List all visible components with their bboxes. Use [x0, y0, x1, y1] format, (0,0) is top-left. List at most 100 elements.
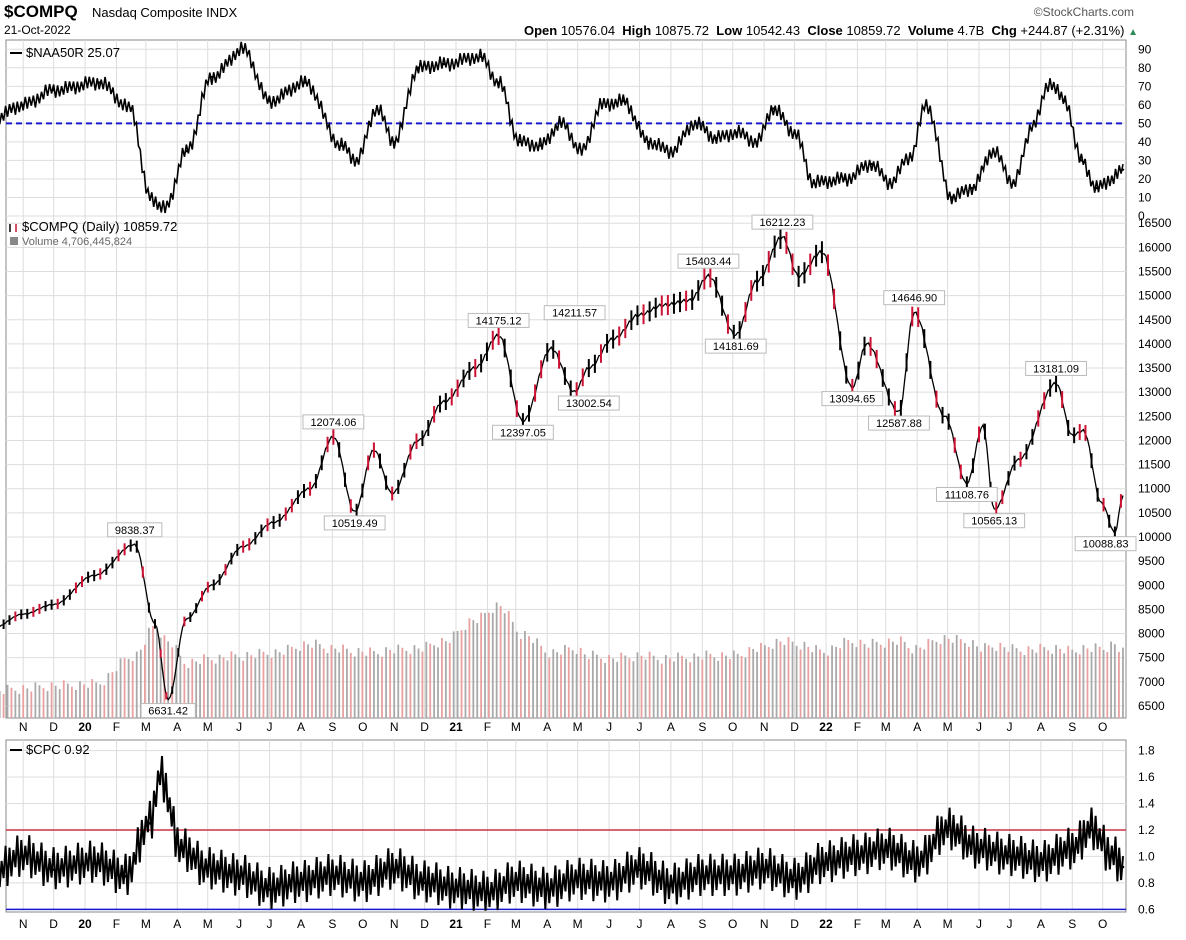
annotation-label: 11108.76: [945, 489, 989, 501]
volume-bar: [230, 651, 233, 718]
volume-bar: [815, 645, 817, 718]
volume-bar: [1051, 653, 1054, 718]
naa50r-data-point: [970, 187, 974, 190]
open-label: Open: [523, 23, 558, 38]
volume-bar: [721, 652, 723, 718]
volume-bar: [744, 657, 747, 718]
volume-bar: [927, 638, 930, 718]
cpc-data-point: [824, 861, 828, 865]
annotation-box: [543, 305, 606, 321]
x-axis-label: N: [19, 917, 28, 931]
annotation-box: [140, 703, 196, 719]
volume-bar: [322, 648, 325, 718]
compq-ytick-label: 8500: [1138, 602, 1165, 616]
stockcharts-logo[interactable]: ©StockCharts.com: [1033, 5, 1134, 19]
x-axis-label: 22: [819, 917, 833, 931]
volume-bar: [771, 648, 774, 718]
compq-ytick-label: 9500: [1138, 554, 1165, 568]
naa50r-data-point: [163, 207, 167, 210]
volume-bar: [152, 626, 154, 718]
x-axis-label: M: [203, 720, 213, 734]
cpc-data-point: [576, 878, 579, 882]
volume-bar: [421, 651, 424, 718]
x-axis-label: S: [1068, 917, 1076, 931]
volume-bar: [1113, 644, 1116, 718]
volume-bar: [787, 637, 790, 718]
volume-bar: [397, 644, 400, 718]
volume-bar: [369, 647, 371, 718]
volume-bar: [444, 641, 447, 718]
compq-ytick-label: 12500: [1138, 409, 1172, 423]
volume-bar: [226, 660, 229, 718]
chg-value: +244.87 (+2.31%): [1020, 23, 1125, 38]
volume-bar: [1055, 645, 1057, 718]
volume-bar: [131, 660, 134, 718]
cpc-ytick-label: 0.6: [1138, 902, 1155, 916]
volume-bar: [656, 659, 659, 718]
volume-bar: [42, 688, 45, 718]
volume-bar: [987, 645, 990, 718]
x-axis-label: 21: [449, 720, 463, 734]
volume-bar: [783, 644, 786, 718]
x-axis-label: J: [606, 720, 612, 734]
volume-bar: [1063, 653, 1066, 718]
volume-bar: [365, 655, 368, 718]
annotation-label: 13094.65: [829, 394, 875, 406]
naa50r-data-point: [497, 81, 500, 84]
x-axis-label: O: [358, 720, 367, 734]
naa50r-data-point: [992, 149, 995, 153]
x-axis-label: M: [943, 917, 953, 931]
naa50r-data-point: [22, 103, 25, 107]
volume-bar: [847, 640, 850, 718]
volume-bar: [413, 645, 416, 718]
volume-bar: [119, 658, 122, 718]
cpc-data-point: [148, 822, 152, 825]
volume-bar: [456, 631, 459, 718]
volume-bar: [591, 650, 594, 718]
volume-bar: [807, 646, 810, 718]
naa50r-data-point: [715, 136, 718, 140]
volume-bar: [1086, 648, 1089, 718]
volume-bar: [246, 652, 249, 718]
cpc-data-point: [331, 874, 334, 878]
x-axis-label: N: [390, 720, 399, 734]
compq-legend: $COMPQ (Daily) 10859.72: [22, 219, 177, 234]
x-axis-label: A: [667, 720, 675, 734]
x-axis-label: M: [141, 917, 151, 931]
naa50r-data-point: [340, 144, 343, 147]
cpc-series-line: [0, 755, 1124, 911]
cpc-data-point: [392, 868, 396, 871]
volume-bar: [155, 629, 158, 718]
x-axis-label: O: [728, 917, 737, 931]
volume-bar: [83, 684, 85, 718]
annotation-label: 13002.54: [566, 398, 612, 410]
volume-bar: [210, 660, 213, 718]
x-axis-label: F: [854, 917, 861, 931]
x-axis-label: J: [1006, 917, 1012, 931]
x-axis-label: F: [113, 720, 120, 734]
volume-bar: [664, 655, 667, 718]
naa50r-ytick-label: 50: [1138, 116, 1152, 130]
compq-ytick-label: 16000: [1138, 240, 1172, 254]
cpc-data-point: [856, 855, 859, 858]
x-axis-label: J: [267, 720, 273, 734]
volume-bar: [6, 684, 9, 718]
volume-bar: [311, 647, 313, 718]
annotation-box: [467, 312, 530, 328]
cpc-data-point: [1008, 855, 1011, 858]
volume-bar: [799, 649, 802, 718]
volume-bar: [972, 640, 974, 718]
annotation-box: [868, 415, 930, 431]
volume-bar: [357, 648, 360, 718]
volume-bar: [139, 649, 142, 718]
naa50r-data-point: [98, 81, 101, 84]
volume-bar: [600, 658, 602, 718]
naa50r-data-point: [600, 103, 604, 107]
volume-bar: [199, 663, 201, 718]
volume-bar: [567, 647, 570, 718]
instrument-name: Nasdaq Composite INDX: [92, 5, 238, 20]
volume-value: 4.7B: [957, 23, 985, 38]
naa50r-data-point: [812, 181, 816, 184]
cpc-legend: $CPC 0.92: [26, 742, 90, 757]
volume-bar: [1031, 649, 1034, 718]
